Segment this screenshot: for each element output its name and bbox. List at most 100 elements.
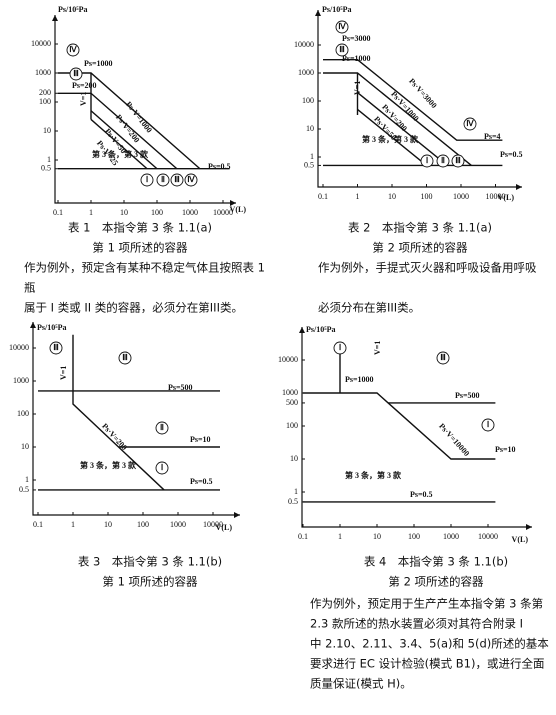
class-ring	[184, 173, 198, 187]
annotation: 第 3 条，第 3 款	[362, 134, 419, 144]
category-mark: Ⅲ	[339, 45, 345, 54]
caption: 表 1 本指令第 3 条 1.1(a)	[68, 221, 212, 235]
boundary-line	[90, 110, 158, 170]
category-mark: Ⅱ	[160, 423, 164, 432]
x-tick-label: 1000	[443, 532, 459, 541]
category-mark: Ⅲ	[455, 156, 461, 165]
arrow	[516, 184, 522, 190]
x-tick-label: 100	[408, 532, 420, 541]
paragraph-line: 必须分布在第III类。	[318, 301, 420, 315]
x-axis-label: V(L)	[512, 535, 529, 544]
category-mark: Ⅳ	[466, 119, 474, 128]
annotation: Ps=1000	[345, 375, 374, 384]
y-tick-label: 10	[43, 126, 51, 135]
category-mark: Ⅲ	[174, 175, 180, 184]
x-tick-label: 100	[137, 520, 149, 529]
arrow	[526, 524, 532, 530]
class-ring	[335, 20, 349, 34]
y-tick-label: 1000	[298, 68, 314, 77]
caption: 第 1 项所述的容器	[102, 575, 198, 589]
x-tick-label: 0.1	[53, 208, 63, 217]
caption: 表 2 本指令第 3 条 1.1(a)	[348, 221, 492, 235]
x-tick-label: 100	[151, 208, 163, 217]
y-tick-label: 10	[290, 454, 298, 463]
class-ring	[451, 154, 465, 168]
y-tick-label: 0.5	[288, 497, 298, 506]
paragraph-line: 质量保证(模式 H)。	[310, 677, 412, 691]
annotation: V=1	[59, 366, 68, 380]
y-tick-label: 100	[286, 421, 298, 430]
arrow	[230, 200, 236, 206]
y-axis-label: Ps/10⁵Pa	[306, 325, 336, 334]
y-tick-label: 1	[47, 155, 51, 164]
x-tick-label: 10	[388, 192, 396, 201]
y-tick-label: 1	[25, 475, 29, 484]
boundary-line	[357, 108, 427, 166]
caption: 第 1 项所述的容器	[92, 241, 188, 255]
category-mark: Ⅱ	[161, 175, 165, 184]
boundary-line	[72, 334, 165, 491]
annotation: 第 3 条，第 3 款	[92, 149, 149, 159]
annotation: Ps=4	[484, 132, 501, 141]
x-tick-label: 0.1	[33, 520, 43, 529]
paragraph-line: 中 2.10、2.11、3.4、5(a)和 5(d)所述的基本	[310, 637, 549, 651]
arrow	[315, 10, 321, 16]
annotation: 第 3 条，第 3 款	[80, 460, 137, 470]
annotation: Ps=10	[495, 445, 516, 454]
annotation: Ps=0.5	[410, 490, 433, 499]
caption: 表 4 本指令第 3 条 1.1(b)	[364, 555, 508, 569]
y-tick-label: 10000	[278, 355, 298, 364]
x-tick-label: 100	[421, 192, 433, 201]
axes	[54, 15, 236, 204]
category-mark: Ⅱ	[441, 156, 445, 165]
annotation: Ps·V=3000	[407, 77, 438, 111]
x-tick-label: 10000	[486, 192, 506, 201]
category-mark: Ⅳ	[187, 175, 195, 184]
annotation: 第 3 条，第 3 款	[345, 470, 402, 480]
boundary-line	[357, 92, 448, 166]
x-tick-label: 1000	[170, 520, 186, 529]
y-tick-label: 100	[17, 409, 29, 418]
annotation: V=1	[353, 81, 362, 95]
arrow	[299, 327, 305, 333]
category-mark: Ⅲ	[440, 353, 446, 362]
caption: 第 2 项所述的容器	[372, 241, 468, 255]
class-ring	[170, 173, 184, 187]
x-axis-label: V(L)	[216, 523, 233, 532]
x-tick-label: 1	[356, 192, 360, 201]
boundary-line	[323, 58, 503, 141]
annotation: V=1	[373, 341, 382, 355]
annotation: Ps=1000	[84, 59, 113, 68]
y-tick-label: 10000	[9, 343, 29, 352]
annotation: Ps=1000	[342, 54, 371, 63]
category-mark: Ⅰ	[426, 156, 428, 165]
class-ring	[420, 154, 434, 168]
class-ring	[481, 418, 495, 432]
arrow	[234, 512, 240, 518]
axes	[317, 10, 522, 188]
y-tick-label: 0.5	[19, 485, 29, 494]
y-tick-label: 10000	[294, 40, 314, 49]
annotation: Ps=0.5	[190, 477, 213, 486]
annotation: Ps=0.5	[208, 162, 231, 171]
y-axis-label: Ps/10⁵Pa	[322, 5, 352, 14]
category-mark: Ⅳ	[69, 45, 77, 54]
class-ring	[69, 67, 83, 81]
paragraph-line: 属于 I 类或 II 类的容器，必须分在第III类。	[24, 301, 243, 315]
y-tick-label: 1000	[35, 68, 51, 77]
class-ring	[118, 351, 132, 365]
class-ring	[333, 341, 347, 355]
caption: 表 3 本指令第 3 条 1.1(b)	[78, 555, 222, 569]
x-axis-label: V(L)	[230, 205, 247, 214]
class-ring	[335, 43, 349, 57]
class-ring	[463, 117, 477, 131]
paragraph-line: 作为例外，预定用于生产产生本指令第 3 条第	[310, 597, 543, 611]
category-mark: Ⅰ	[339, 343, 341, 352]
class-ring	[436, 351, 450, 365]
category-mark: Ⅰ	[161, 463, 163, 472]
